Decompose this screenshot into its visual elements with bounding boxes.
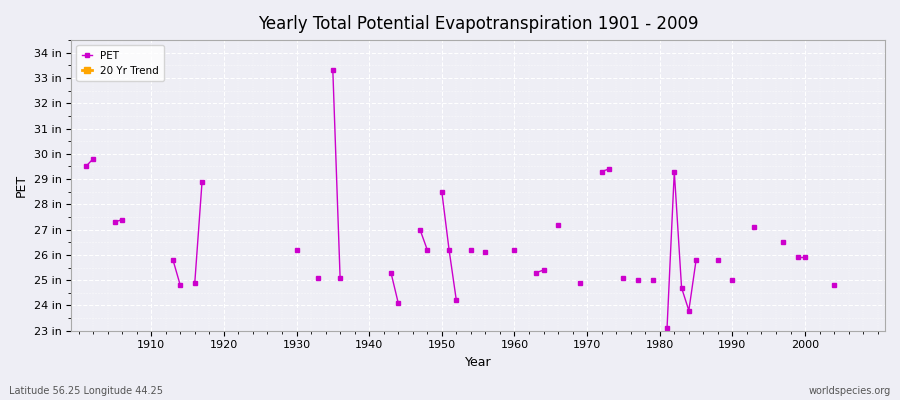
X-axis label: Year: Year	[464, 356, 491, 369]
Legend: PET, 20 Yr Trend: PET, 20 Yr Trend	[76, 45, 165, 81]
Text: worldspecies.org: worldspecies.org	[809, 386, 891, 396]
Y-axis label: PET: PET	[15, 174, 28, 197]
Text: Latitude 56.25 Longitude 44.25: Latitude 56.25 Longitude 44.25	[9, 386, 163, 396]
PET	[80, 164, 91, 169]
Line: PET: PET	[84, 157, 95, 168]
PET	[87, 156, 98, 161]
Title: Yearly Total Potential Evapotranspiration 1901 - 2009: Yearly Total Potential Evapotranspiratio…	[258, 15, 698, 33]
